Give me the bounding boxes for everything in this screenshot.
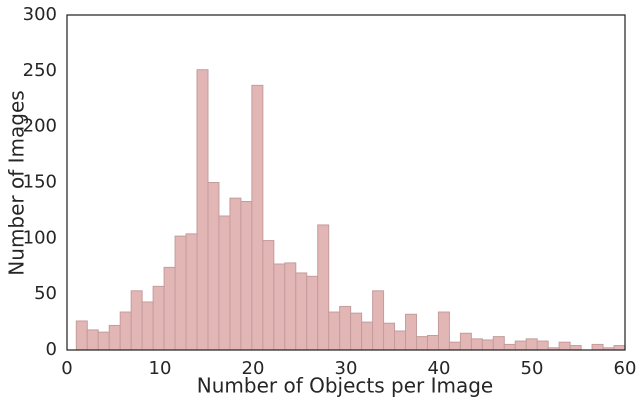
x-tick-label: 10 xyxy=(149,358,172,379)
bar xyxy=(350,312,363,351)
bar xyxy=(525,338,538,351)
bar xyxy=(613,345,626,351)
bar xyxy=(317,224,330,351)
bar xyxy=(394,330,407,351)
bar xyxy=(240,200,253,351)
bar xyxy=(108,324,121,351)
x-tick-label: 40 xyxy=(428,358,451,379)
x-tick-label: 30 xyxy=(335,358,358,379)
bar xyxy=(558,341,571,351)
bar xyxy=(262,240,275,351)
bar xyxy=(415,336,428,351)
bar xyxy=(97,331,110,351)
y-tick-label: 200 xyxy=(23,116,57,137)
bar xyxy=(119,311,132,351)
x-tick-label: 60 xyxy=(614,358,637,379)
x-axis-label: Number of Objects per Image xyxy=(197,374,493,398)
bar xyxy=(306,275,319,351)
bar xyxy=(141,301,154,351)
y-tick-label: 150 xyxy=(23,172,57,193)
bar xyxy=(448,341,461,351)
bar xyxy=(459,332,472,351)
y-tick-label: 0 xyxy=(46,339,57,360)
bar xyxy=(383,322,396,351)
bar xyxy=(163,266,176,351)
y-tick-label: 250 xyxy=(23,60,57,81)
bar xyxy=(481,339,494,351)
bar xyxy=(514,340,527,351)
bar xyxy=(174,235,187,351)
bar xyxy=(372,290,385,351)
bar xyxy=(569,345,582,351)
bar xyxy=(130,290,143,351)
x-tick-label: 20 xyxy=(242,358,265,379)
x-tick-label: 0 xyxy=(61,358,72,379)
bar xyxy=(492,336,505,351)
bar xyxy=(328,311,341,351)
bar xyxy=(536,340,549,351)
bar xyxy=(152,285,165,351)
bar xyxy=(251,84,264,351)
bar xyxy=(426,334,439,351)
bar xyxy=(196,69,209,351)
y-tick-label: 100 xyxy=(23,227,57,248)
bar xyxy=(361,321,374,351)
y-axis-label: Number of Images xyxy=(5,90,29,275)
bar xyxy=(229,197,242,351)
bar xyxy=(75,320,88,351)
bar xyxy=(218,215,231,351)
y-tick-label: 300 xyxy=(23,4,57,25)
bar xyxy=(437,311,450,351)
plot-frame xyxy=(66,14,626,351)
bar xyxy=(86,329,99,351)
bar xyxy=(295,272,308,351)
bar xyxy=(273,263,286,351)
bar xyxy=(470,338,483,351)
bar xyxy=(405,313,417,351)
y-tick-label: 50 xyxy=(34,283,57,304)
bar xyxy=(339,305,352,351)
bar xyxy=(503,343,516,351)
bar xyxy=(207,182,220,351)
bar xyxy=(284,262,297,351)
bar xyxy=(185,233,198,351)
x-tick-label: 50 xyxy=(521,358,544,379)
bar xyxy=(591,343,604,351)
